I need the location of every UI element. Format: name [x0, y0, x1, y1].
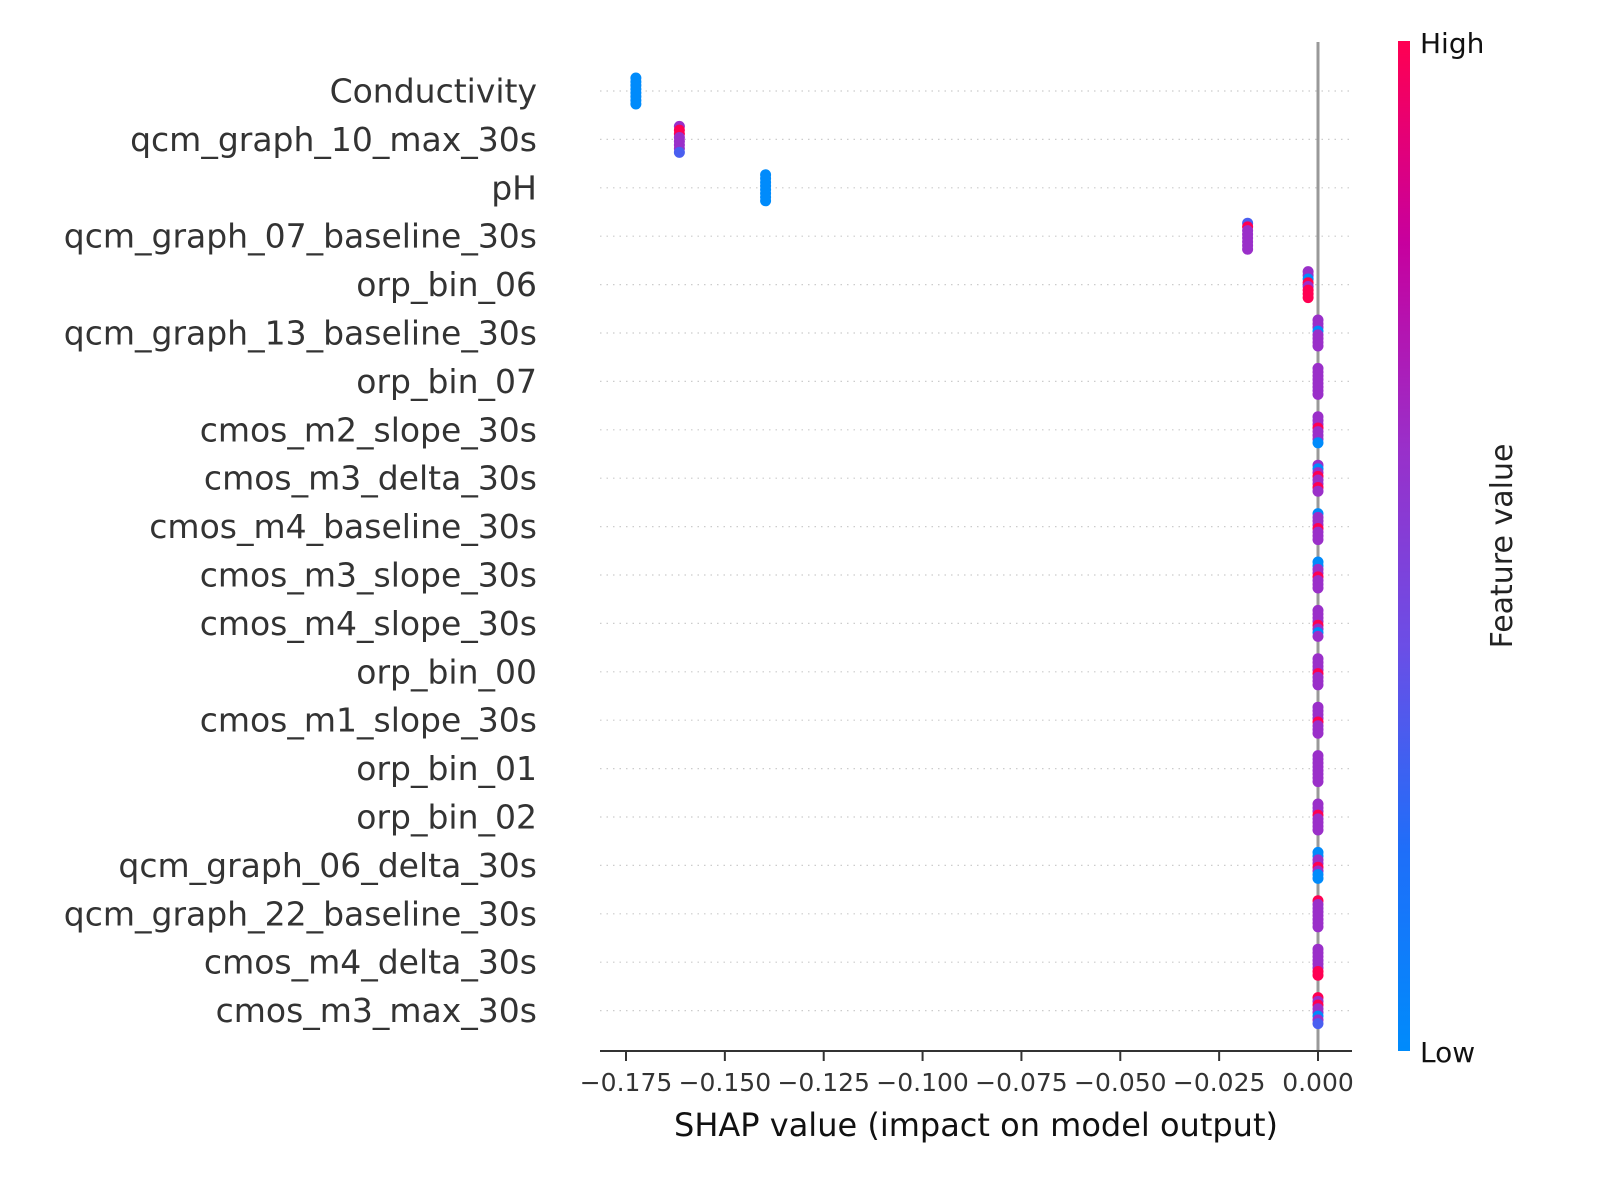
x-tick-label: −0.125 [777, 1068, 870, 1097]
feature-label: cmos_m3_slope_30s [200, 556, 537, 595]
x-tick-label: −0.150 [679, 1068, 772, 1097]
row-gridlines [600, 90, 1352, 1012]
feature-label: cmos_m4_delta_30s [204, 943, 537, 982]
x-tick-label: −0.175 [580, 1068, 673, 1097]
x-tick-label: −0.050 [1074, 1068, 1167, 1097]
feature-label: orp_bin_02 [356, 798, 537, 837]
shap-point [1302, 292, 1314, 304]
shap-point [1242, 243, 1254, 255]
x-tick-label: 0.000 [1282, 1068, 1354, 1097]
feature-label: cmos_m3_max_30s [216, 991, 537, 1030]
shap-point [1312, 727, 1324, 739]
shap-point [1312, 534, 1324, 546]
feature-label: cmos_m3_delta_30s [204, 459, 537, 498]
x-axis-title: SHAP value (impact on model output) [674, 1106, 1278, 1144]
shap-point [673, 146, 685, 158]
x-tick-label: −0.075 [975, 1068, 1068, 1097]
shap-point [1312, 340, 1324, 352]
shap-point [1312, 582, 1324, 594]
feature-label: orp_bin_01 [356, 749, 537, 788]
feature-label: orp_bin_06 [356, 265, 537, 304]
feature-label: qcm_graph_22_baseline_30s [64, 894, 537, 933]
colorbar-low-label: Low [1420, 1036, 1475, 1069]
shap-point [1312, 630, 1324, 642]
shap-point [1312, 921, 1324, 933]
shap-point [760, 195, 772, 207]
shap-point [1312, 679, 1324, 691]
shap-points [630, 72, 1324, 1030]
feature-label: qcm_graph_10_max_30s [130, 120, 537, 159]
feature-label: cmos_m4_slope_30s [200, 604, 537, 643]
feature-label: Conductivity [330, 72, 537, 111]
x-tick-label: −0.025 [1173, 1068, 1266, 1097]
feature-label: cmos_m2_slope_30s [200, 410, 537, 449]
shap-point [1312, 437, 1324, 449]
shap-point [630, 98, 642, 110]
feature-label: orp_bin_00 [356, 652, 537, 691]
shap-point [1312, 1018, 1324, 1030]
shap-point [1312, 388, 1324, 400]
x-tick-label: −0.100 [876, 1068, 969, 1097]
shap-point [1312, 776, 1324, 788]
colorbar-title: Feature value [1485, 444, 1520, 649]
shap-point [1312, 969, 1324, 981]
feature-label: qcm_graph_06_delta_30s [118, 846, 537, 885]
x-axis: −0.175 −0.150 −0.125 −0.100 −0.075 −0.050 −0.0… [580, 1050, 1354, 1097]
feature-label: cmos_m4_baseline_30s [149, 507, 537, 546]
shap-point [1312, 872, 1324, 884]
shap-point [1312, 824, 1324, 836]
colorbar-gradient [1398, 41, 1410, 1051]
feature-label: orp_bin_07 [356, 362, 537, 401]
feature-label: cmos_m1_slope_30s [200, 701, 537, 740]
colorbar-high-label: High [1420, 27, 1484, 60]
shap-point [1312, 485, 1324, 497]
feature-labels: Conductivity qcm_graph_10_max_30s pH qcm_gr… [64, 72, 537, 1031]
feature-label: qcm_graph_07_baseline_30s [64, 217, 537, 256]
feature-label: qcm_graph_13_baseline_30s [64, 314, 537, 353]
colorbar: High Low Feature value [1398, 27, 1520, 1069]
feature-label: pH [491, 168, 537, 207]
